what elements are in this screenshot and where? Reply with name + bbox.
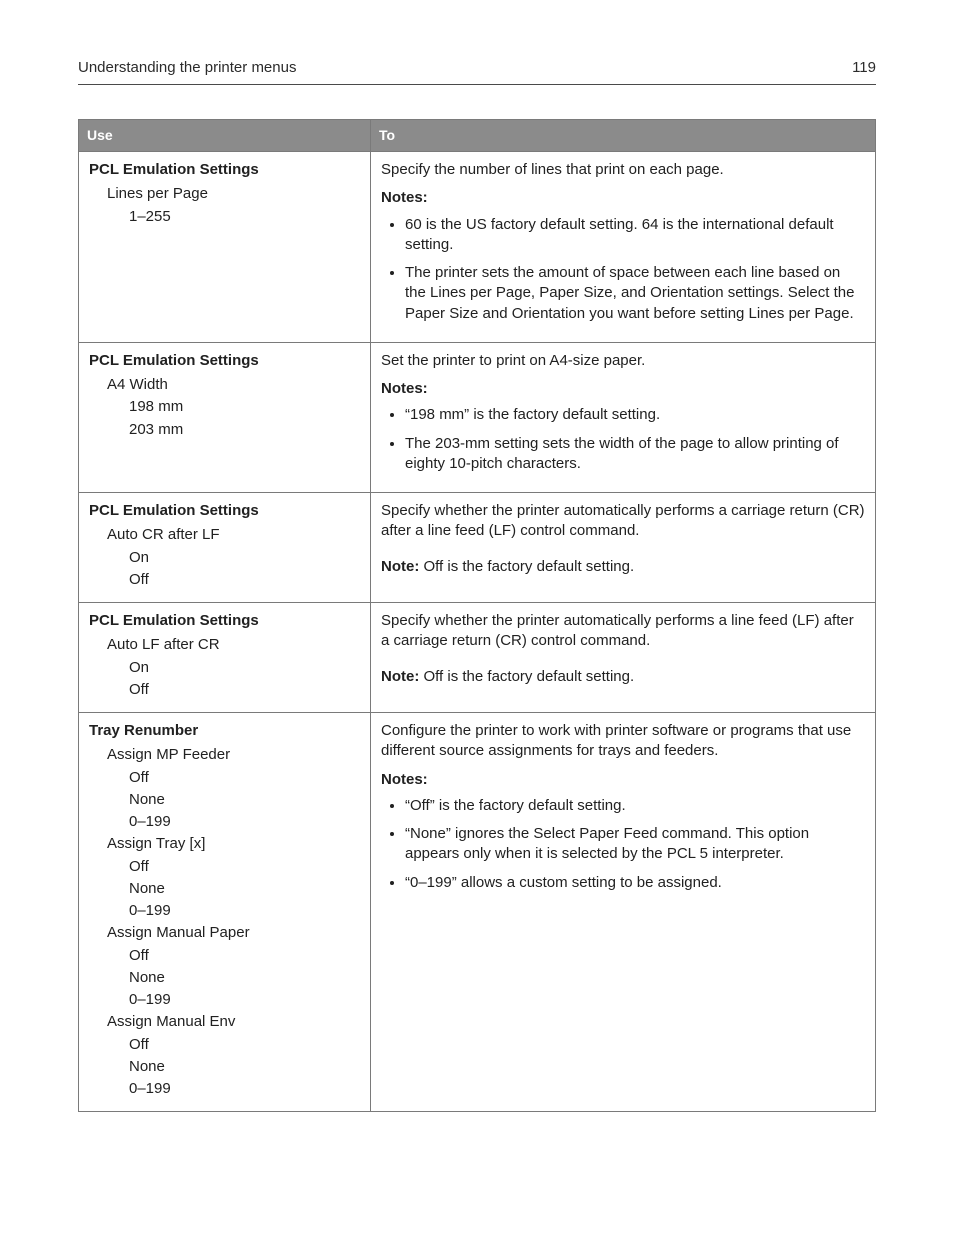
notes-list-item: The printer sets the amount of space bet… [405, 263, 865, 324]
use-option: 1–255 [89, 207, 360, 227]
to-description: Configure the printer to work with print… [381, 721, 865, 762]
use-cell: Tray RenumberAssign MP FeederOffNone0–19… [79, 713, 371, 1112]
table-row: PCL Emulation Settings Auto CR after LF On… [79, 493, 876, 603]
to-cell: Specify the number of lines that print o… [371, 152, 876, 343]
to-cell: Configure the printer to work with print… [371, 713, 876, 1112]
use-subitem: Assign Tray [x] [89, 834, 360, 854]
use-subitem: Assign Manual Env [89, 1012, 360, 1032]
to-cell: Set the printer to print on A4‑size pape… [371, 342, 876, 492]
use-option: None [89, 1057, 360, 1077]
use-option: Off [89, 946, 360, 966]
table-row: Tray RenumberAssign MP FeederOffNone0–19… [79, 713, 876, 1112]
use-option: Off [89, 680, 360, 700]
inline-note-label: Note: [381, 668, 419, 685]
table-header-row: Use To [79, 120, 876, 152]
use-option: None [89, 968, 360, 988]
notes-list: “198 mm” is the factory default setting.… [381, 405, 865, 474]
use-subitem: Lines per Page [89, 184, 360, 204]
to-description: Specify whether the printer automaticall… [381, 611, 865, 652]
notes-label: Notes: [381, 379, 865, 399]
use-option: On [89, 658, 360, 678]
to-description: Specify the number of lines that print o… [381, 160, 865, 180]
to-description: Set the printer to print on A4‑size pape… [381, 351, 865, 371]
use-subitem: Assign MP Feeder [89, 745, 360, 765]
notes-list-item: The 203‑mm setting sets the width of the… [405, 434, 865, 475]
inline-note-text: Off is the factory default setting. [419, 668, 634, 685]
notes-label: Notes: [381, 188, 865, 208]
notes-list-item: 60 is the US factory default setting. 64… [405, 215, 865, 256]
notes-list-item: “0–199” allows a custom setting to be as… [405, 873, 865, 893]
table-row: PCL Emulation Settings A4 Width198 mm 203 … [79, 342, 876, 492]
use-cell: PCL Emulation Settings A4 Width198 mm 203 … [79, 342, 371, 492]
use-root-label: PCL Emulation Settings [89, 160, 360, 180]
notes-list: “Off” is the factory default setting. “No… [381, 796, 865, 893]
running-header: Understanding the printer menus 119 [78, 58, 876, 85]
use-cell: PCL Emulation Settings Auto LF after CR On… [79, 603, 371, 713]
use-subitem: A4 Width [89, 375, 360, 395]
header-title: Understanding the printer menus [78, 58, 296, 78]
inline-note-label: Note: [381, 558, 419, 575]
notes-list-item: “Off” is the factory default setting. [405, 796, 865, 816]
use-option: Off [89, 768, 360, 788]
use-root-label: PCL Emulation Settings [89, 351, 360, 371]
inline-note: Note: Off is the factory default setting… [381, 667, 865, 687]
use-option: Off [89, 857, 360, 877]
use-subitem: Auto LF after CR [89, 635, 360, 655]
header-page-number: 119 [852, 58, 876, 78]
to-cell: Specify whether the printer automaticall… [371, 493, 876, 603]
use-option: None [89, 790, 360, 810]
use-cell: PCL Emulation Settings Auto CR after LF On… [79, 493, 371, 603]
use-option: 0–199 [89, 901, 360, 921]
col-header-use: Use [79, 120, 371, 152]
table-row: PCL Emulation Settings Auto LF after CR On… [79, 603, 876, 713]
use-cell: PCL Emulation Settings Lines per Page 1–25… [79, 152, 371, 343]
printer-menu-table: Use To PCL Emulation Settings Lines per P… [78, 119, 876, 1112]
notes-list-item: “198 mm” is the factory default setting. [405, 405, 865, 425]
to-cell: Specify whether the printer automaticall… [371, 603, 876, 713]
use-option: 198 mm [89, 397, 360, 417]
use-option: On [89, 548, 360, 568]
use-subitem: Auto CR after LF [89, 525, 360, 545]
use-option: 0–199 [89, 1079, 360, 1099]
to-description: Specify whether the printer automaticall… [381, 501, 865, 542]
use-subitem: Assign Manual Paper [89, 923, 360, 943]
table-row: PCL Emulation Settings Lines per Page 1–25… [79, 152, 876, 343]
inline-note-text: Off is the factory default setting. [419, 558, 634, 575]
notes-list-item: “None” ignores the Select Paper Feed com… [405, 824, 865, 865]
table-body: PCL Emulation Settings Lines per Page 1–25… [79, 152, 876, 1112]
notes-list: 60 is the US factory default setting. 64… [381, 215, 865, 324]
use-option: None [89, 879, 360, 899]
use-option: 0–199 [89, 812, 360, 832]
use-root-label: PCL Emulation Settings [89, 611, 360, 631]
use-option: Off [89, 570, 360, 590]
use-root-label: PCL Emulation Settings [89, 501, 360, 521]
col-header-to: To [371, 120, 876, 152]
use-option: 0–199 [89, 990, 360, 1010]
use-root-label: Tray Renumber [89, 721, 360, 741]
document-page: Understanding the printer menus 119 Use … [0, 0, 954, 1152]
notes-label: Notes: [381, 770, 865, 790]
use-option: Off [89, 1035, 360, 1055]
inline-note: Note: Off is the factory default setting… [381, 557, 865, 577]
use-option: 203 mm [89, 420, 360, 440]
